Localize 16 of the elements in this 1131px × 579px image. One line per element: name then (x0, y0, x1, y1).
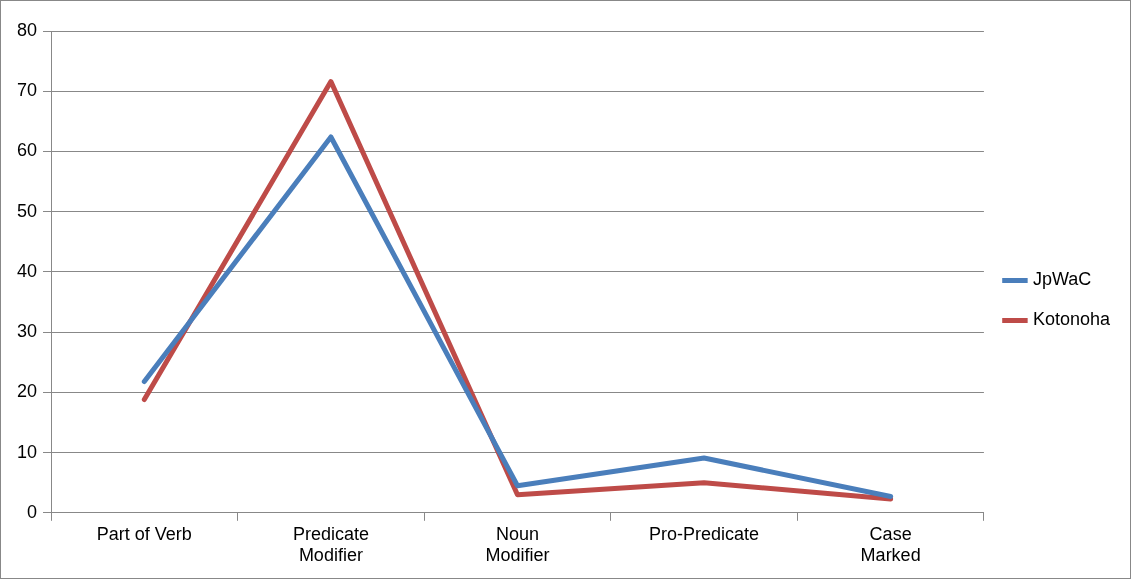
y-tick-label: 30 (16, 321, 38, 342)
y-tick-label: 50 (16, 200, 38, 221)
x-tick-label: Part of Verb (96, 523, 192, 544)
y-tick-label: 10 (16, 441, 38, 462)
x-tick-label: Noun Modifier (485, 523, 550, 566)
legend-label: JpWaC (1032, 269, 1092, 290)
x-tick-label: Predicate Modifier (292, 523, 369, 566)
y-tick-label: 80 (16, 19, 38, 40)
x-tick-label: Pro-Predicate (649, 523, 760, 544)
y-tick-label: 20 (16, 381, 38, 402)
y-tick-label: 0 (27, 501, 38, 522)
y-tick-label: 70 (16, 80, 38, 101)
y-tick-label: 60 (16, 140, 38, 161)
y-tick-label: 40 (16, 260, 38, 281)
legend-label: Kotonoha (1032, 309, 1111, 330)
x-tick-label: Case Marked (860, 523, 921, 566)
